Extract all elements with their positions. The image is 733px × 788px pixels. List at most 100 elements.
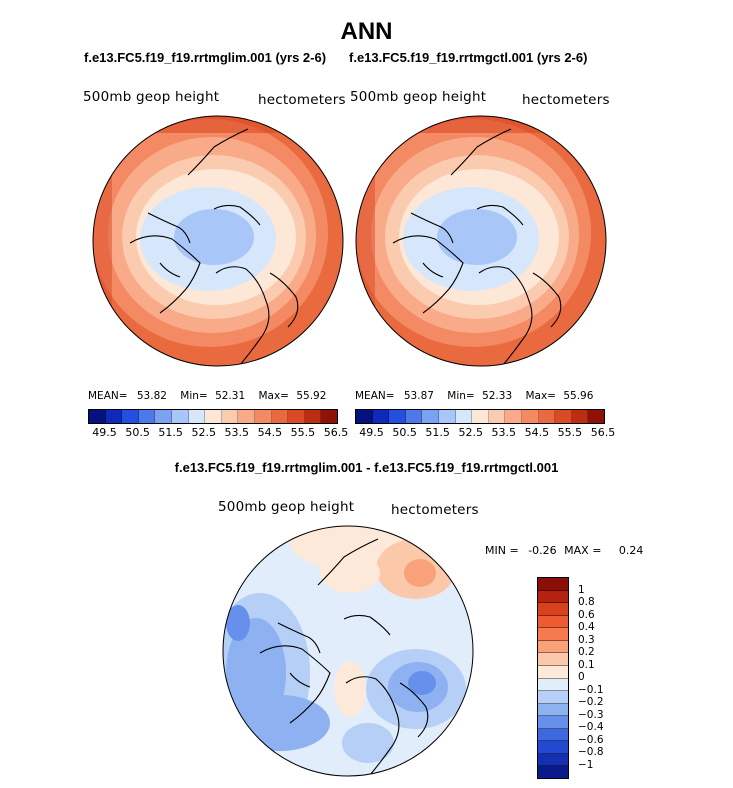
- diff-min-label: MIN =: [485, 544, 519, 557]
- colorbar-tick-label: 54.5: [257, 426, 283, 439]
- diff-min-value: -0.26: [528, 544, 557, 557]
- max-label: Max=: [525, 390, 556, 402]
- min-label: Min=: [180, 390, 208, 402]
- mean-value: 53.87: [403, 390, 434, 402]
- colorbar-swatch: [455, 410, 473, 423]
- colorbar-swatch: [538, 741, 568, 754]
- colorbar-tick-label: −0.8: [578, 746, 604, 758]
- right-polar-map: [355, 115, 607, 367]
- min-label: Min=: [447, 390, 475, 402]
- right-variable-label: 500mb geop height: [350, 89, 487, 105]
- right-colorbar-ticks: 49.5 50.5 51.5 52.5 53.5 54.5 55.5 56.5: [355, 426, 615, 440]
- colorbar-swatch: [89, 410, 106, 423]
- colorbar-tick-label: 53.5: [224, 426, 250, 439]
- min-value: 52.33: [482, 390, 513, 402]
- colorbar-swatch: [205, 410, 222, 423]
- colorbar-tick-label: 53.5: [491, 426, 517, 439]
- colorbar-swatch: [538, 640, 568, 654]
- left-stats: MEAN= 53.82 Min= 52.31 Max= 55.92: [88, 390, 326, 402]
- right-panel-title: f.e13.FC5.f19_f19.rrtmgctl.001 (yrs 2-6): [349, 50, 588, 65]
- colorbar-swatch: [155, 410, 172, 423]
- colorbar-tick-label: 50.5: [392, 426, 417, 439]
- colorbar-swatch: [538, 691, 568, 704]
- colorbar-tick-label: −0.3: [578, 708, 604, 721]
- colorbar-swatch: [389, 410, 406, 423]
- colorbar-tick-label: 0.2: [578, 646, 595, 658]
- colorbar-swatch: [538, 590, 568, 604]
- colorbar-tick-label: 0.8: [578, 596, 595, 608]
- mean-label: MEAN=: [355, 390, 395, 402]
- colorbar-tick-label: −1: [578, 758, 594, 771]
- colorbar-tick-label: 49.5: [92, 426, 117, 439]
- colorbar-tick-label: 55.5: [290, 426, 316, 439]
- colorbar-tick-label: 0.4: [578, 621, 595, 633]
- colorbar-tick-label: 49.5: [359, 426, 384, 439]
- colorbar-tick-label: 55.5: [557, 426, 583, 439]
- colorbar-swatch: [538, 678, 568, 692]
- left-panel-title: f.e13.FC5.f19_f19.rrtmglim.001 (yrs 2-6): [84, 50, 327, 65]
- max-label: Max=: [258, 390, 289, 402]
- max-value: 55.96: [563, 390, 594, 402]
- colorbar-swatch: [122, 410, 139, 423]
- left-variable-label: 500mb geop height: [83, 89, 220, 105]
- diff-max-value: 0.24: [618, 544, 644, 557]
- colorbar-tick-label: 0.6: [578, 608, 595, 621]
- colorbar-swatch: [588, 410, 604, 423]
- colorbar-tick-label: −0.4: [578, 721, 604, 733]
- colorbar-swatch: [405, 410, 423, 423]
- right-stats: MEAN= 53.87 Min= 52.33 Max= 55.96: [355, 390, 593, 402]
- colorbar-tick-label: 50.5: [125, 426, 150, 439]
- colorbar-tick-label: 0: [578, 671, 585, 683]
- colorbar-tick-label: 52.5: [191, 426, 216, 439]
- colorbar-swatch: [571, 410, 589, 423]
- mean-label: MEAN=: [88, 390, 128, 402]
- colorbar-swatch: [171, 410, 189, 423]
- colorbar-swatch: [304, 410, 322, 423]
- colorbar-tick-label: 56.5: [590, 426, 616, 439]
- colorbar-tick-label: −0.2: [578, 696, 604, 708]
- colorbar-swatch: [538, 716, 568, 729]
- colorbar-swatch: [538, 410, 556, 423]
- colorbar-swatch: [472, 410, 489, 423]
- colorbar-swatch: [288, 410, 305, 423]
- left-colorbar-ticks: 49.5 50.5 51.5 52.5 53.5 54.5 55.5 56.5: [88, 426, 348, 440]
- colorbar-swatch: [538, 603, 568, 616]
- max-value: 55.92: [296, 390, 327, 402]
- colorbar-swatch: [538, 766, 568, 778]
- colorbar-tick-label: −0.1: [578, 683, 604, 696]
- colorbar-swatch: [488, 410, 506, 423]
- colorbar-tick-label: 56.5: [323, 426, 349, 439]
- colorbar-tick-label: 52.5: [458, 426, 483, 439]
- colorbar-tick-label: 0.3: [578, 633, 595, 646]
- min-value: 52.31: [215, 390, 246, 402]
- colorbar-swatch: [138, 410, 156, 423]
- colorbar-swatch: [538, 753, 568, 767]
- colorbar-swatch: [538, 628, 568, 641]
- colorbar-swatch: [254, 410, 272, 423]
- right-units-label: hectometers: [522, 92, 610, 108]
- colorbar-swatch: [538, 653, 568, 666]
- colorbar-tick-label: 51.5: [425, 426, 450, 439]
- colorbar-tick-label: 0.1: [578, 658, 595, 671]
- colorbar-swatch: [221, 410, 239, 423]
- difference-title: f.e13.FC5.f19_f19.rrtmglim.001 - f.e13.F…: [174, 460, 559, 475]
- colorbar-swatch: [372, 410, 390, 423]
- left-units-label: hectometers: [258, 92, 346, 108]
- colorbar-swatch: [521, 410, 539, 423]
- colorbar-swatch: [321, 410, 337, 423]
- colorbar-swatch: [555, 410, 572, 423]
- colorbar-swatch: [188, 410, 206, 423]
- difference-colorbar: [537, 577, 569, 779]
- colorbar-tick-label: −0.6: [578, 733, 604, 746]
- colorbar-swatch: [538, 728, 568, 742]
- difference-colorbar-ticks: 1 0.8 0.6 0.4 0.3 0.2 0.1 0 −0.1 −0.2 −0.3 −0.4 −0.6…: [578, 577, 638, 777]
- colorbar-swatch: [356, 410, 373, 423]
- colorbar-swatch: [505, 410, 522, 423]
- figure-title: ANN: [340, 18, 393, 45]
- difference-units-label: hectometers: [391, 502, 479, 518]
- colorbar-swatch: [538, 703, 568, 717]
- left-polar-map: [92, 115, 344, 367]
- colorbar-swatch: [538, 578, 568, 591]
- colorbar-swatch: [422, 410, 439, 423]
- colorbar-tick-label: 51.5: [158, 426, 183, 439]
